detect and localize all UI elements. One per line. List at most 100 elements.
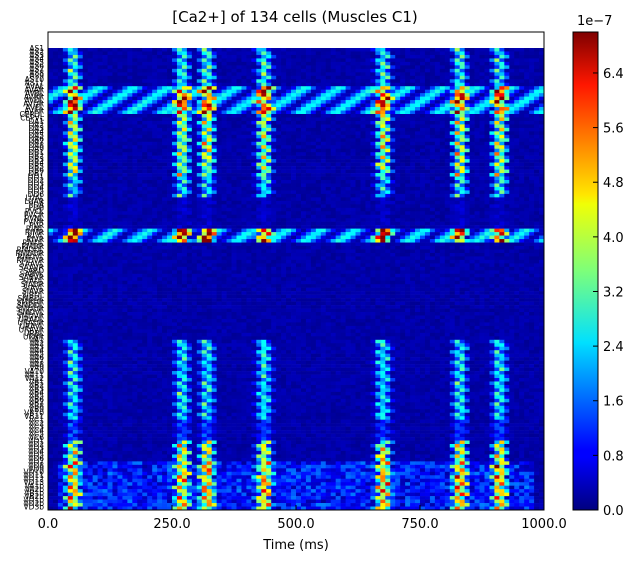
heatmap-cell bbox=[127, 58, 133, 63]
heatmap-cell bbox=[519, 79, 525, 84]
heatmap-cell bbox=[236, 51, 242, 56]
heatmap-cell bbox=[127, 138, 133, 143]
heatmap-cell bbox=[112, 134, 118, 139]
heatmap-cell bbox=[365, 176, 371, 181]
heatmap-cell bbox=[176, 61, 183, 66]
heatmap-cell bbox=[261, 214, 267, 219]
heatmap-cell bbox=[256, 204, 262, 209]
heatmap-cell bbox=[335, 89, 342, 94]
heatmap-cell bbox=[97, 152, 103, 156]
heatmap-cell bbox=[335, 162, 342, 167]
heatmap-cell bbox=[186, 54, 193, 59]
heatmap-cell bbox=[172, 148, 178, 153]
heatmap-cell bbox=[176, 214, 183, 219]
heatmap-cell bbox=[434, 107, 441, 111]
heatmap-cell bbox=[246, 75, 252, 80]
heatmap-cell bbox=[276, 110, 282, 115]
heatmap-cell bbox=[291, 155, 297, 160]
heatmap-cell bbox=[519, 207, 525, 212]
heatmap-cell bbox=[152, 72, 158, 77]
heatmap-cell bbox=[281, 211, 287, 216]
heatmap-cell bbox=[246, 193, 252, 198]
heatmap-cell bbox=[514, 114, 520, 118]
heatmap-cell bbox=[429, 110, 436, 115]
heatmap-cell bbox=[107, 72, 113, 77]
heatmap-cell bbox=[256, 117, 262, 122]
heatmap-cell bbox=[539, 159, 545, 163]
heatmap-cell bbox=[310, 193, 317, 198]
heatmap-cell bbox=[77, 131, 84, 136]
heatmap-cell bbox=[315, 193, 322, 198]
heatmap-cell bbox=[291, 72, 297, 77]
heatmap-cell bbox=[137, 124, 143, 129]
heatmap-cell bbox=[137, 114, 143, 118]
heatmap-cell bbox=[305, 159, 312, 163]
heatmap-cell bbox=[469, 211, 475, 216]
heatmap-cell bbox=[147, 141, 153, 146]
heatmap-cell bbox=[494, 145, 500, 150]
heatmap-cell bbox=[434, 141, 441, 146]
heatmap-cell bbox=[52, 207, 59, 212]
heatmap-cell bbox=[484, 134, 490, 139]
heatmap-cell bbox=[415, 68, 421, 73]
heatmap-cell bbox=[534, 173, 540, 177]
heatmap-cell bbox=[410, 218, 416, 222]
heatmap-cell bbox=[196, 117, 203, 122]
heatmap-cell bbox=[484, 159, 490, 163]
heatmap-cell bbox=[236, 138, 242, 143]
heatmap-cell bbox=[360, 110, 366, 115]
heatmap-cell bbox=[524, 72, 530, 77]
heatmap-cell bbox=[534, 65, 540, 70]
heatmap-cell bbox=[92, 190, 98, 195]
heatmap-cell bbox=[251, 68, 257, 73]
heatmap-cell bbox=[92, 120, 98, 125]
heatmap-cell bbox=[350, 193, 356, 198]
heatmap-cell bbox=[276, 120, 282, 125]
heatmap-cell bbox=[315, 218, 322, 222]
heatmap-cell bbox=[429, 93, 436, 97]
heatmap-cell bbox=[519, 134, 525, 139]
heatmap-cell bbox=[211, 72, 218, 77]
heatmap-cell bbox=[420, 169, 426, 174]
heatmap-cell bbox=[340, 117, 346, 122]
heatmap-cell bbox=[216, 134, 222, 139]
heatmap-cell bbox=[107, 124, 113, 129]
heatmap-cell bbox=[201, 127, 208, 132]
heatmap-cell bbox=[365, 124, 371, 129]
heatmap-cell bbox=[82, 124, 89, 129]
heatmap-cell bbox=[340, 114, 346, 118]
heatmap-cell bbox=[429, 200, 436, 205]
heatmap-cell bbox=[152, 54, 158, 59]
heatmap-cell bbox=[410, 93, 416, 97]
heatmap-cell bbox=[415, 107, 421, 111]
heatmap-cell bbox=[464, 155, 470, 160]
heatmap-cell bbox=[320, 214, 327, 219]
heatmap-cell bbox=[365, 186, 371, 191]
heatmap-cell bbox=[157, 58, 163, 63]
heatmap-cell bbox=[246, 211, 252, 216]
heatmap-cell bbox=[385, 211, 391, 216]
heatmap-cell bbox=[524, 148, 530, 153]
heatmap-cell bbox=[519, 173, 525, 177]
heatmap-cell bbox=[261, 155, 267, 160]
heatmap-cell bbox=[335, 72, 342, 77]
heatmap-cell bbox=[529, 186, 535, 191]
heatmap-cell bbox=[305, 48, 312, 52]
heatmap-cell bbox=[196, 214, 203, 219]
heatmap-cell bbox=[62, 131, 69, 136]
heatmap-cell bbox=[519, 89, 525, 94]
heatmap-cell bbox=[519, 54, 525, 59]
heatmap-cell bbox=[315, 214, 322, 219]
heatmap-cell bbox=[276, 200, 282, 205]
heatmap-cell bbox=[529, 72, 535, 77]
heatmap-cell bbox=[499, 207, 505, 212]
heatmap-cell bbox=[519, 183, 525, 188]
heatmap-cell bbox=[246, 200, 252, 205]
heatmap-cell bbox=[221, 68, 227, 73]
heatmap-cell bbox=[300, 82, 307, 87]
heatmap-cell bbox=[271, 166, 277, 170]
heatmap-cell bbox=[439, 131, 446, 136]
heatmap-cell bbox=[261, 186, 267, 191]
heatmap-cell bbox=[420, 159, 426, 163]
heatmap-cell bbox=[395, 193, 401, 198]
